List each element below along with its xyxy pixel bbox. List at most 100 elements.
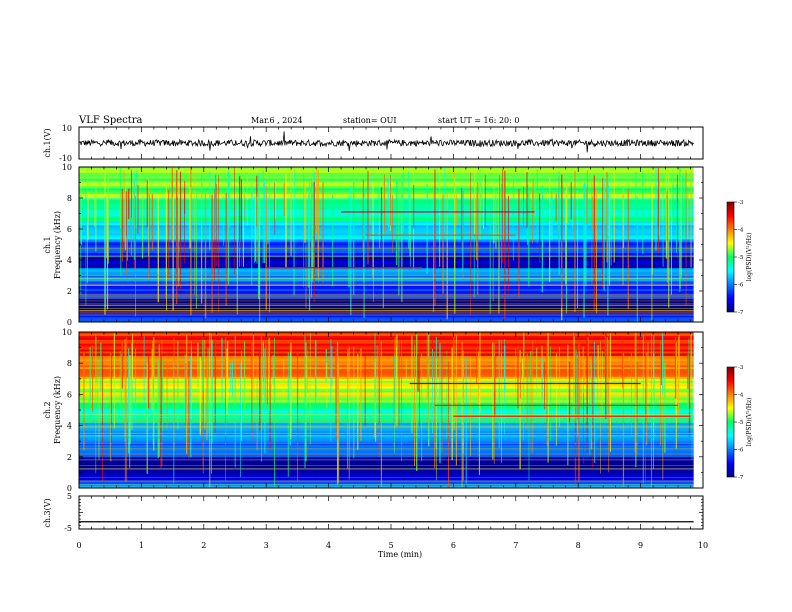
spectrogram-band (79, 439, 694, 442)
spectrogram-band (79, 192, 694, 195)
frequency-tick-label: 4 (67, 422, 72, 431)
ch3-ytick-bottom: -5 (64, 524, 72, 533)
ch3-waveform-ticks (78, 495, 704, 530)
ch1-spectrogram-panel: 0 2 4 6 8 10 ch.1 Frequency (kHz) (43, 163, 704, 327)
spectrogram-band (79, 473, 694, 477)
spectrogram-band (79, 471, 694, 475)
spectrogram-band (79, 482, 694, 485)
spectrogram-band (79, 205, 694, 209)
spectrogram-band (79, 441, 694, 444)
spectrogram-band (79, 333, 694, 337)
spectrogram-band (79, 196, 694, 199)
spectrogram-band (79, 209, 694, 212)
ch2-spectrogram-ylabel-channel: ch.2 (43, 401, 52, 418)
spectrogram-band (79, 292, 694, 296)
spectrogram-band (79, 463, 694, 466)
spectrogram-band (79, 454, 694, 458)
spectrogram-band (79, 476, 694, 479)
spectrogram-band (79, 207, 694, 211)
spectrogram-band (79, 306, 694, 309)
spectrogram-band (79, 281, 694, 284)
time-tick-label: 8 (576, 541, 581, 550)
frequency-tick-label: 6 (67, 225, 72, 234)
spectrogram-band (79, 287, 694, 290)
ch3-waveform-ylabel: ch.3(V) (43, 498, 52, 527)
spectrogram-band (79, 256, 694, 260)
spectrogram-band (79, 478, 694, 481)
ch3-ytick-top: 5 (67, 492, 72, 501)
ch2-colorbar: -3 -4 -5 -6 -7 log(PSD)(V²/Hz) (726, 365, 753, 481)
spectrogram-band (79, 378, 694, 382)
spectrogram-band (79, 432, 694, 436)
time-tick-label: 3 (264, 541, 269, 550)
spectrogram-band (79, 420, 694, 423)
spectrogram-band (79, 182, 694, 185)
spectrogram-band (79, 194, 694, 197)
spectrogram-band (79, 227, 694, 230)
time-tick-label: 5 (388, 541, 393, 550)
spectrogram-band (79, 308, 694, 311)
spectrogram-band (79, 437, 694, 440)
ch1-colorbar-label: log(PSD)(V²/Hz) (746, 233, 753, 282)
spectrogram-band (79, 273, 694, 276)
spectrogram-band (79, 312, 694, 315)
spectrogram-band (79, 412, 694, 415)
spectrogram-band (79, 178, 694, 181)
spectrogram-band (79, 285, 694, 288)
spectrogram-band (79, 298, 694, 302)
spectrogram-band (79, 376, 694, 380)
spectrogram-band (79, 229, 694, 232)
spectrogram-band (79, 386, 694, 389)
time-tick-label: 4 (326, 541, 331, 550)
ch1-colorbar-gradient (726, 201, 735, 313)
spectrogram-band (79, 400, 694, 403)
ch1-spectrogram-heatmap (79, 167, 694, 322)
spectrogram-band (79, 251, 694, 254)
spectrogram-band (79, 445, 694, 448)
spectrogram-band (79, 263, 694, 266)
spectrogram-band (79, 184, 694, 187)
spectrogram-band (79, 450, 694, 454)
spectrogram-band (79, 267, 694, 271)
colorbar-tick-label: -6 (738, 283, 744, 289)
time-axis-label: Time (min) (378, 550, 422, 559)
spectrogram-band (79, 384, 694, 387)
spectrogram-band (79, 253, 694, 256)
spectrogram-band (79, 404, 694, 407)
spectrogram-band (79, 343, 694, 347)
frequency-tick-label: 2 (67, 287, 72, 296)
header-station: station= OUI (343, 116, 397, 125)
time-tick-label: 0 (76, 541, 81, 550)
ch1-ytick-top: 10 (62, 124, 72, 133)
ch2-spectrogram-ytick-labels: 0 2 4 6 8 10 (62, 328, 72, 493)
ch1-waveform-panel: 10 -10 ch.1(V) (43, 124, 704, 163)
spectrogram-band (79, 355, 694, 358)
ch2-spectrogram-panel: 0 2 4 6 8 10 ch.2 Frequency (kHz) (43, 328, 704, 493)
frequency-tick-label: 4 (67, 256, 72, 265)
spectrogram-band (79, 199, 694, 203)
colorbar-tick-label: -3 (738, 365, 744, 371)
spectrogram-band (79, 235, 694, 238)
ch1-waveform-ylabel: ch.1(V) (43, 128, 52, 157)
spectrogram-band (79, 449, 694, 452)
spectrogram-band (79, 241, 694, 244)
colorbar-tick-label: -5 (738, 420, 744, 426)
spectrogram-band (79, 458, 694, 462)
spectrogram-band (79, 359, 694, 362)
spectrogram-band (79, 198, 694, 201)
spectrogram-band (79, 320, 694, 322)
ch1-colorbar: -3 -4 -5 -6 -7 log(PSD)(V²/Hz) (726, 200, 753, 316)
spectrogram-band (79, 396, 694, 399)
spectrogram-band (79, 388, 694, 391)
spectrogram-band (79, 318, 694, 321)
time-tick-label: 1 (139, 541, 144, 550)
spectrogram-band (79, 345, 694, 348)
ch2-colorbar-gradient (726, 366, 735, 478)
spectrogram-band (79, 349, 694, 352)
spectrogram-band (79, 237, 694, 240)
spectrogram-band (79, 390, 694, 393)
spectrogram-band (79, 365, 694, 368)
colorbar-tick-label: -7 (738, 310, 744, 316)
ch1-spectrogram-ylabel-frequency: Frequency (kHz) (53, 211, 62, 279)
spectrogram-band (79, 398, 694, 401)
